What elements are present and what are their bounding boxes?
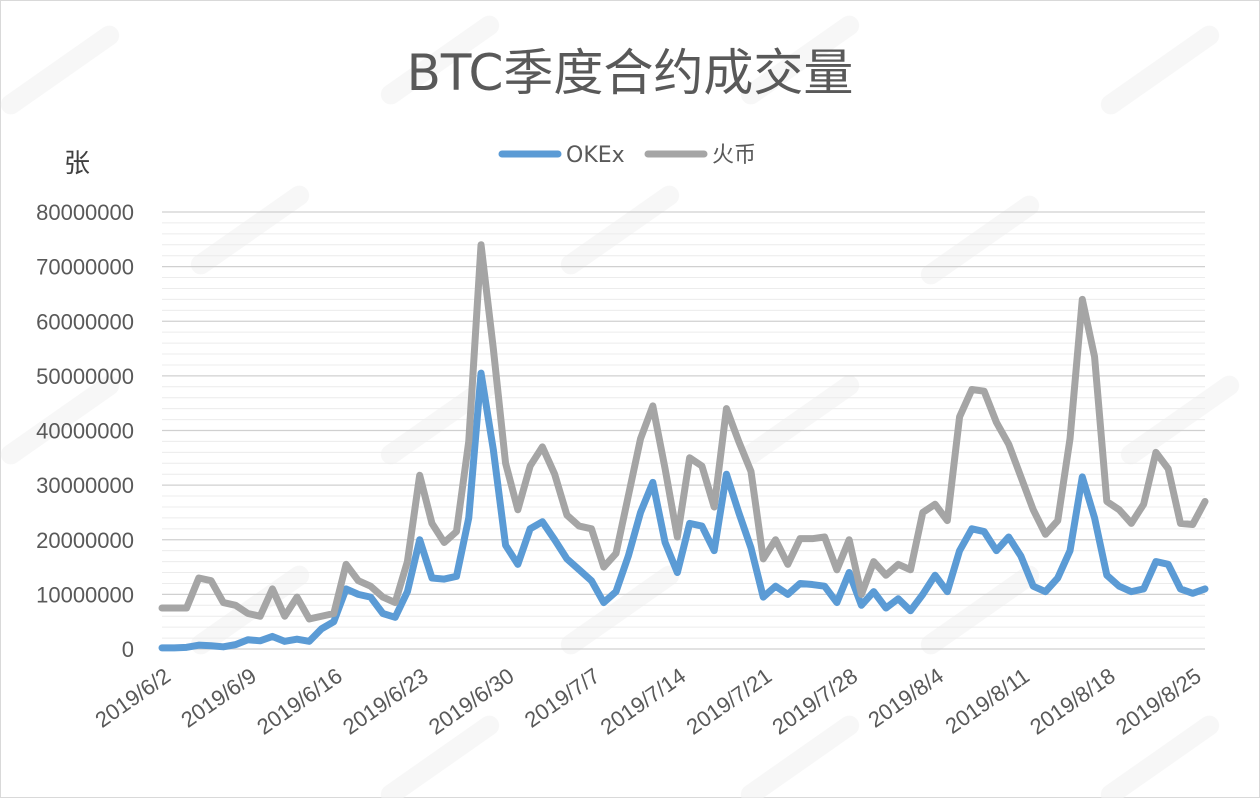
y-axis-label: 张 [64, 149, 90, 179]
y-tick-label: 70000000 [36, 255, 134, 280]
y-tick-label: 50000000 [36, 364, 134, 389]
y-tick-label: 20000000 [36, 528, 134, 553]
legend: OKEx 火币 [498, 143, 756, 168]
watermark-mark [380, 15, 500, 105]
y-tick-label: 30000000 [36, 473, 134, 498]
watermark-mark [920, 195, 1040, 285]
legend-label-huobi: 火币 [712, 143, 756, 168]
y-tick-label: 10000000 [36, 582, 134, 607]
watermark-mark [560, 185, 680, 275]
y-axis-ticks: 0 10000000 20000000 30000000 40000000 5000000… [36, 200, 134, 662]
y-tick-label: 80000000 [36, 200, 134, 225]
y-tick-label: 0 [122, 637, 134, 662]
watermark-mark [560, 565, 680, 655]
y-tick-label: 40000000 [36, 419, 134, 444]
y-tick-label: 60000000 [36, 309, 134, 334]
watermark-mark [1100, 715, 1220, 798]
watermark-mark [380, 715, 500, 798]
chart-title: BTC季度合约成交量 [407, 44, 854, 102]
watermark-mark [740, 715, 860, 798]
watermark-mark [920, 565, 1040, 655]
watermark-mark [190, 185, 310, 275]
series-line-huobi [158, 241, 1209, 623]
watermark-mark [190, 565, 310, 655]
watermark-mark [740, 15, 860, 105]
watermark-mark [0, 25, 120, 115]
watermark-mark [1100, 25, 1220, 115]
legend-label-okex: OKEx [566, 143, 625, 168]
series-lines [158, 241, 1209, 652]
watermark-mark [0, 375, 120, 465]
